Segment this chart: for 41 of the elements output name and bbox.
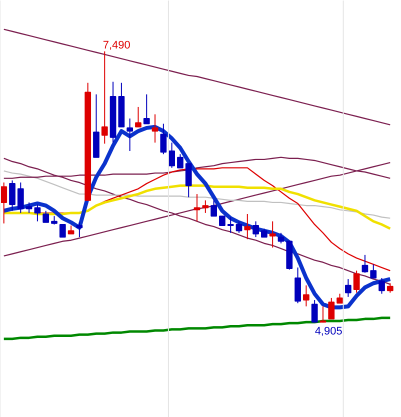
candlestick bbox=[194, 194, 200, 222]
candlestick bbox=[252, 220, 259, 238]
candlestick bbox=[219, 216, 226, 226]
candlestick bbox=[320, 306, 326, 324]
annotation: 7,490 bbox=[102, 39, 130, 52]
candlestick bbox=[302, 284, 310, 307]
candlestick bbox=[386, 282, 394, 294]
candlestick bbox=[42, 210, 50, 223]
candlestick bbox=[126, 118, 134, 152]
candlestick bbox=[210, 200, 217, 217]
candlestick bbox=[101, 50, 108, 144]
candlestick bbox=[160, 123, 167, 155]
candlestick bbox=[202, 200, 209, 214]
candlestick bbox=[227, 216, 234, 234]
candlestick bbox=[269, 220, 276, 248]
text: 4,905 bbox=[314, 326, 342, 338]
candlestick bbox=[9, 180, 16, 212]
candlestick bbox=[59, 224, 66, 238]
candlestick bbox=[26, 202, 32, 214]
candlestick bbox=[278, 232, 284, 244]
candlestick bbox=[378, 278, 385, 294]
candlestick bbox=[143, 94, 150, 124]
candlestick bbox=[0, 182, 8, 224]
candlestick bbox=[177, 154, 184, 168]
candlestick bbox=[362, 254, 368, 274]
candlestick bbox=[294, 267, 301, 304]
candlestick bbox=[370, 264, 377, 278]
candlestick bbox=[152, 114, 158, 144]
candlestick bbox=[34, 204, 41, 222]
candlestick bbox=[236, 220, 242, 234]
candlestick bbox=[353, 270, 360, 294]
candlestick bbox=[135, 106, 142, 128]
candlestick bbox=[17, 182, 24, 214]
candlestick bbox=[185, 163, 192, 198]
candlestick bbox=[344, 278, 352, 298]
candlestick bbox=[311, 300, 318, 324]
candlestick bbox=[168, 142, 176, 168]
candlestick bbox=[336, 293, 343, 304]
candlestick bbox=[76, 222, 83, 238]
candlestick bbox=[328, 297, 335, 320]
candlestick bbox=[244, 213, 251, 240]
